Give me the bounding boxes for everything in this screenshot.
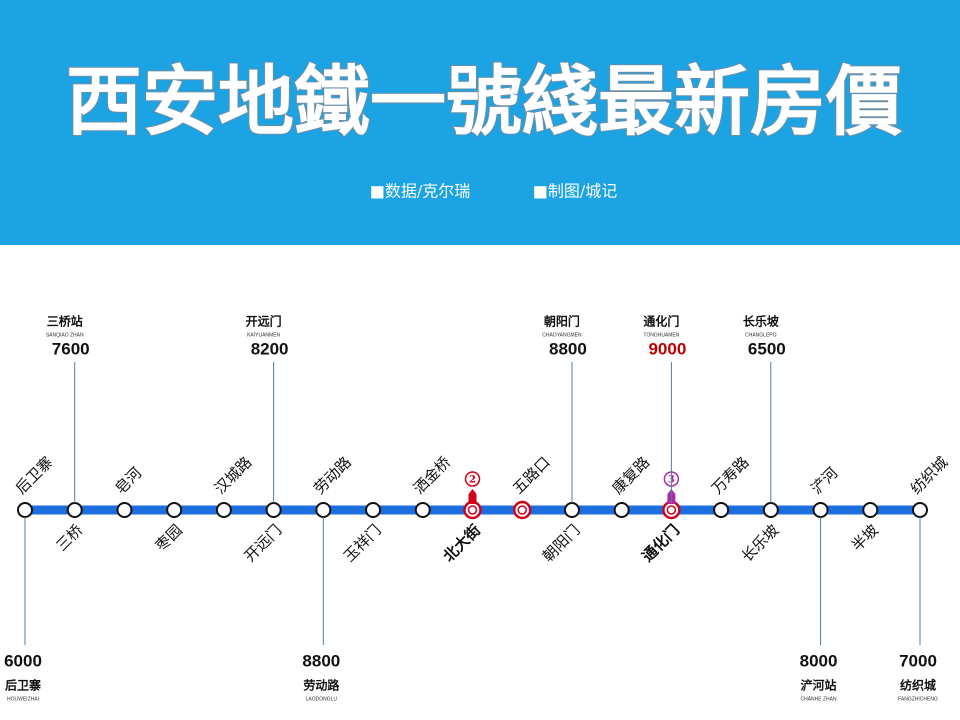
station-name: 通化门 bbox=[638, 521, 683, 566]
callout-pinyin: SANQIAO ZHAN bbox=[46, 332, 84, 338]
transfer-line: 2 bbox=[469, 475, 476, 486]
station-name: 长乐坡 bbox=[738, 521, 783, 566]
callout-pinyin: TONGHUAMEN bbox=[643, 332, 679, 338]
station-name: 汉城路 bbox=[211, 453, 256, 498]
station bbox=[563, 502, 580, 518]
station-name: 洒金桥 bbox=[410, 453, 455, 498]
callout-pinyin: FANGZHICHENG bbox=[898, 696, 938, 702]
station bbox=[116, 502, 133, 518]
station-name: 康复路 bbox=[609, 453, 654, 498]
header-band bbox=[0, 0, 960, 245]
station bbox=[215, 502, 232, 518]
callout-price: 7600 bbox=[52, 339, 90, 358]
station-name: 三桥 bbox=[52, 521, 86, 555]
callout-price: 7000 bbox=[899, 651, 937, 670]
station bbox=[66, 502, 83, 518]
callout-price: 8800 bbox=[302, 651, 340, 670]
callout-name: 朝阳门 bbox=[544, 314, 580, 329]
station bbox=[265, 502, 282, 518]
station bbox=[315, 502, 332, 518]
callout-pinyin: LAODONGLU bbox=[306, 696, 338, 702]
callout-name: 开远门 bbox=[246, 314, 282, 329]
station bbox=[414, 502, 431, 518]
station-name: 皂河 bbox=[111, 464, 145, 498]
callout-name: 纺织城 bbox=[900, 678, 936, 693]
callout-price: 8800 bbox=[549, 339, 587, 358]
callout-name: 后卫寨 bbox=[5, 678, 41, 693]
interchange-station bbox=[662, 500, 681, 520]
station-name: 开远门 bbox=[241, 521, 286, 566]
callout-pinyin: HOUWEIZHAI bbox=[7, 696, 39, 702]
callout-name: 通化门 bbox=[643, 314, 679, 329]
callout-price: 6500 bbox=[748, 339, 786, 358]
station bbox=[812, 502, 829, 518]
callout-pinyin: CHANHE ZHAN bbox=[800, 696, 837, 702]
callout-name: 长乐坡 bbox=[743, 314, 780, 329]
station bbox=[365, 502, 382, 518]
transfer-pointer bbox=[468, 489, 477, 504]
interchange-ring bbox=[666, 505, 677, 515]
station-name: 万寿路 bbox=[708, 453, 753, 498]
callout-price: 9000 bbox=[648, 339, 686, 358]
station-name: 朝阳门 bbox=[539, 521, 584, 566]
callout-name: 三桥站 bbox=[47, 314, 83, 329]
interchange-station bbox=[512, 500, 532, 520]
callout-price: 6000 bbox=[4, 651, 42, 670]
station-name: 北大街 bbox=[440, 521, 485, 566]
callout-price: 8000 bbox=[800, 651, 838, 670]
title: 西安地鐵一號綫最新房價 bbox=[66, 57, 902, 146]
station-name: 劳动路 bbox=[310, 453, 355, 498]
credit: ■制图/城记 bbox=[533, 182, 618, 201]
callout-name: 浐河站 bbox=[801, 678, 837, 693]
callout-pinyin: CHAOYANGMEN bbox=[542, 332, 582, 338]
interchange-ring bbox=[467, 505, 478, 515]
station bbox=[762, 502, 779, 518]
transfer-badge bbox=[464, 471, 481, 487]
station-name: 五路口 bbox=[509, 453, 554, 498]
station bbox=[862, 502, 879, 518]
callout-price: 8200 bbox=[251, 339, 289, 358]
interchange-station bbox=[463, 500, 482, 520]
station-name: 枣园 bbox=[152, 521, 186, 555]
station bbox=[713, 502, 730, 518]
credit: ■数据/克尔瑞 bbox=[370, 182, 471, 201]
station bbox=[17, 502, 33, 518]
callout-pinyin: KAIYUANMEN bbox=[247, 332, 280, 338]
callout-pinyin: CHANGLEPO bbox=[745, 332, 777, 338]
station bbox=[166, 502, 183, 518]
station-name: 玉祥门 bbox=[340, 521, 385, 566]
station-name: 后卫寨 bbox=[12, 453, 57, 498]
station-name: 纺织城 bbox=[907, 453, 952, 498]
interchange-ring bbox=[517, 505, 527, 515]
station-name: 浐河 bbox=[807, 464, 841, 498]
callout-name: 劳动路 bbox=[303, 678, 340, 693]
station-name: 半坡 bbox=[848, 521, 882, 555]
station bbox=[613, 502, 630, 518]
station bbox=[912, 502, 928, 518]
